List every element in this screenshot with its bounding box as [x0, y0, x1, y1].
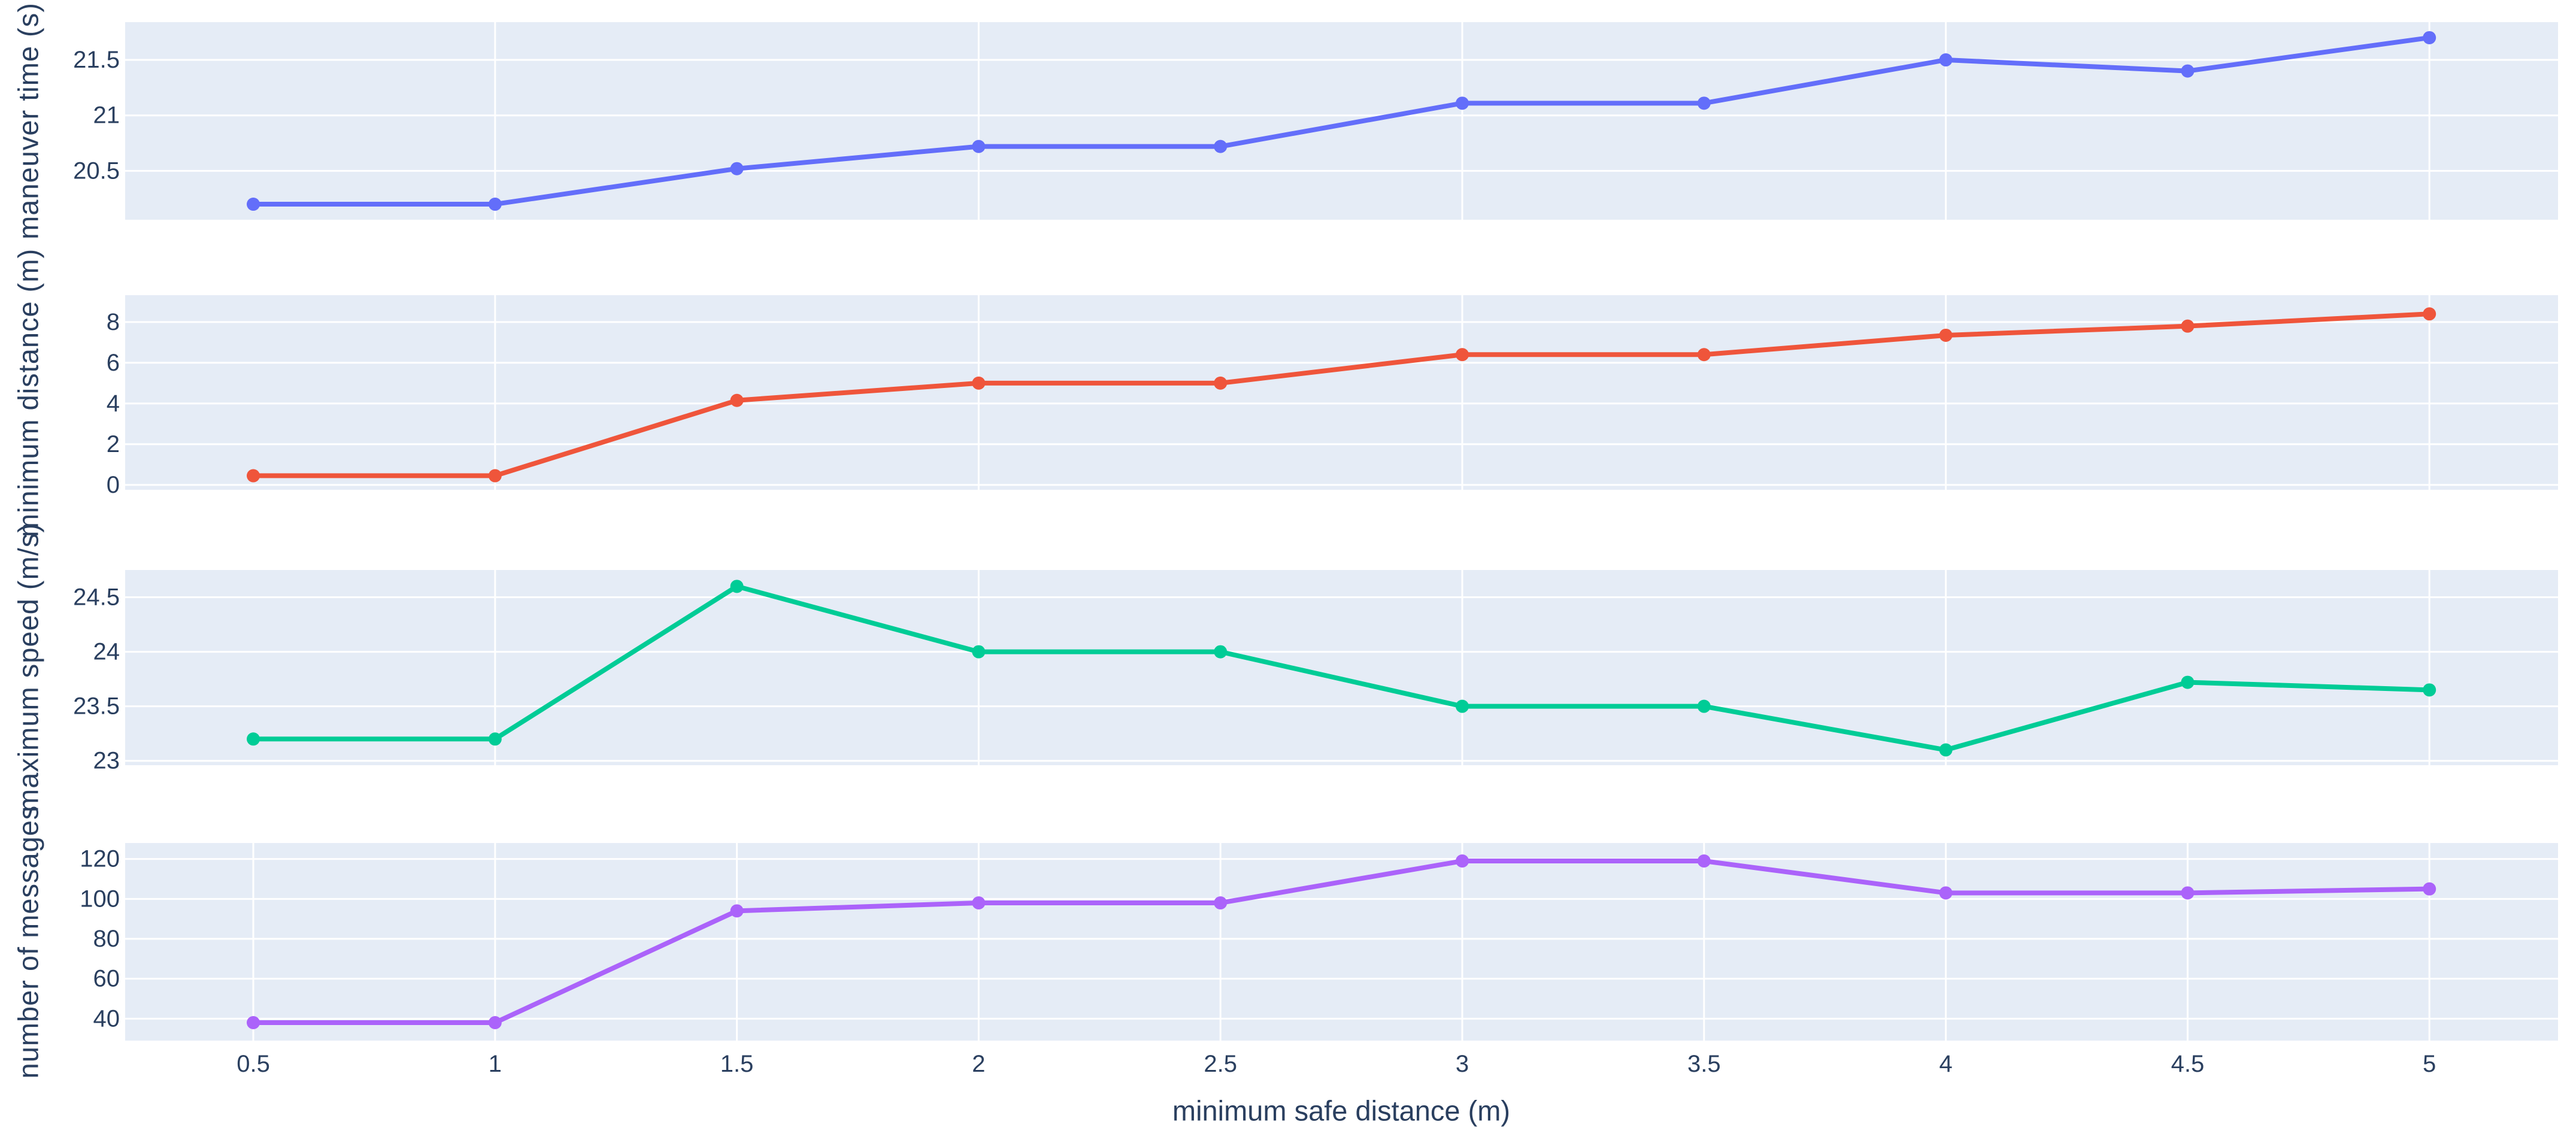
data-point[interactable] — [730, 904, 744, 918]
x-tick-label: 4.5 — [2171, 1051, 2205, 1077]
y-axis-title-maneuver-time: maneuver time (s) — [12, 2, 44, 239]
y-tick-label: 24 — [93, 639, 120, 665]
series-line-maneuver-time — [253, 35, 2430, 207]
data-point[interactable] — [247, 732, 260, 746]
data-point[interactable] — [1939, 53, 1953, 67]
data-point[interactable] — [1455, 699, 1469, 713]
data-point[interactable] — [2181, 675, 2195, 689]
data-point[interactable] — [1939, 886, 1953, 900]
data-point[interactable] — [730, 393, 744, 407]
x-tick-label: 1 — [489, 1051, 502, 1077]
y-axis-title-minimum-distance: minimum distance (m) — [12, 248, 44, 538]
y-tick-label: 6 — [107, 350, 120, 376]
y-tick-label: 23 — [93, 748, 120, 774]
plot-area-number-of-messages[interactable] — [125, 843, 2558, 1041]
data-point[interactable] — [972, 376, 986, 390]
y-axis-title-maximum-speed: maximum speed (m/s) — [12, 523, 44, 812]
series-line-number-of-messages — [253, 859, 2430, 1025]
y-tick-label: 21.5 — [73, 47, 120, 73]
x-tick-label: 5 — [2423, 1051, 2436, 1077]
data-point[interactable] — [2423, 31, 2436, 44]
data-point[interactable] — [1697, 348, 1711, 362]
data-point[interactable] — [488, 1016, 502, 1029]
data-point[interactable] — [1939, 328, 1953, 342]
data-point[interactable] — [1455, 96, 1469, 110]
y-tick-label: 2 — [107, 431, 120, 457]
y-tick-label: 0 — [107, 472, 120, 498]
x-tick-label: 4 — [1939, 1051, 1952, 1077]
data-point[interactable] — [1214, 376, 1228, 390]
data-point[interactable] — [1697, 96, 1711, 110]
x-tick-label: 2 — [972, 1051, 985, 1077]
y-tick-label: 100 — [80, 886, 120, 912]
series-line-minimum-distance — [253, 311, 2430, 478]
data-point[interactable] — [972, 140, 986, 153]
data-point[interactable] — [1455, 348, 1469, 362]
data-point[interactable] — [730, 162, 744, 175]
data-point[interactable] — [247, 198, 260, 211]
y-tick-label: 40 — [93, 1005, 120, 1032]
data-point[interactable] — [1697, 699, 1711, 713]
data-point[interactable] — [2423, 882, 2436, 896]
data-point[interactable] — [1214, 645, 1228, 659]
y-tick-label: 60 — [93, 966, 120, 992]
data-point[interactable] — [1455, 854, 1469, 868]
data-point[interactable] — [972, 896, 986, 909]
series-line-maximum-speed — [253, 584, 2430, 753]
data-point[interactable] — [488, 198, 502, 211]
data-point[interactable] — [2181, 64, 2195, 78]
x-tick-label: 0.5 — [237, 1051, 270, 1077]
data-point[interactable] — [972, 645, 986, 659]
data-point[interactable] — [2181, 319, 2195, 333]
x-axis-title: minimum safe distance (m) — [1172, 1094, 1511, 1127]
data-point[interactable] — [488, 469, 502, 483]
y-tick-label: 120 — [80, 846, 120, 872]
data-point[interactable] — [2423, 683, 2436, 697]
y-tick-label: 4 — [107, 390, 120, 417]
x-tick-label: 3 — [1456, 1051, 1469, 1077]
data-point[interactable] — [730, 580, 744, 593]
data-point[interactable] — [247, 1016, 260, 1029]
y-tick-label: 23.5 — [73, 693, 120, 720]
plot-area-maximum-speed[interactable] — [125, 570, 2558, 765]
y-tick-label: 20.5 — [73, 157, 120, 184]
data-point[interactable] — [2423, 307, 2436, 321]
x-tick-label: 3.5 — [1687, 1051, 1721, 1077]
x-tick-label: 1.5 — [720, 1051, 754, 1077]
data-point[interactable] — [488, 732, 502, 746]
data-point[interactable] — [1939, 743, 1953, 757]
y-axis-title-number-of-messages: number of messages — [12, 805, 44, 1079]
y-tick-label: 80 — [93, 926, 120, 952]
data-point[interactable] — [2181, 886, 2195, 900]
data-point[interactable] — [1214, 140, 1228, 153]
y-tick-label: 24.5 — [73, 584, 120, 611]
y-tick-label: 8 — [107, 309, 120, 335]
y-tick-label: 21 — [93, 102, 120, 129]
data-point[interactable] — [247, 469, 260, 483]
plot-area-maneuver-time[interactable] — [125, 22, 2558, 220]
data-point[interactable] — [1697, 854, 1711, 868]
data-point[interactable] — [1214, 896, 1228, 909]
x-tick-label: 2.5 — [1204, 1051, 1237, 1077]
